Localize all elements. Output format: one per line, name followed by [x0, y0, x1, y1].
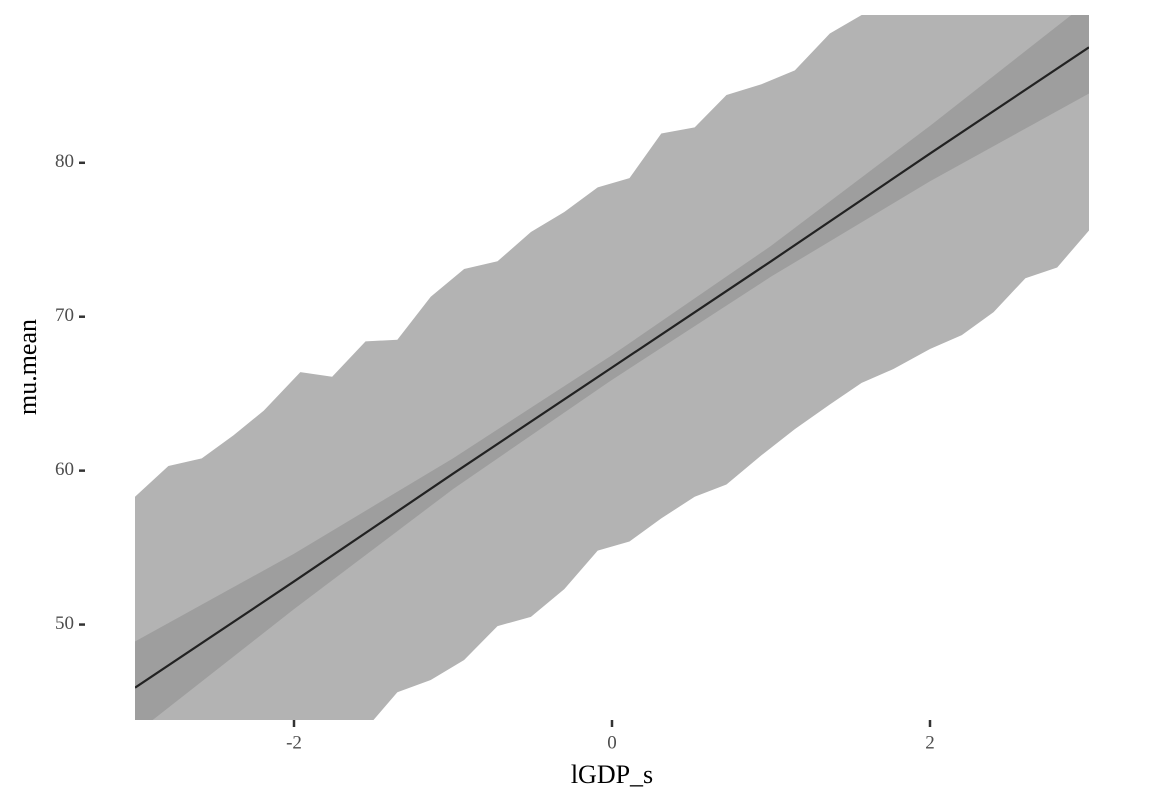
- y-axis-title: mu.mean: [13, 319, 42, 415]
- plot-area: [135, 15, 1089, 720]
- mean-line: [135, 46, 1089, 689]
- x-axis-title: lGDP_s: [571, 760, 653, 789]
- y-tick-label: 50: [55, 613, 74, 634]
- x-tick-label: 0: [607, 732, 617, 753]
- y-tick-label: 80: [55, 151, 74, 172]
- y-tick-label: 70: [55, 305, 74, 326]
- x-tick-label: 2: [925, 732, 935, 753]
- y-tick-label: 60: [55, 459, 74, 480]
- x-tick-label: -2: [286, 732, 302, 753]
